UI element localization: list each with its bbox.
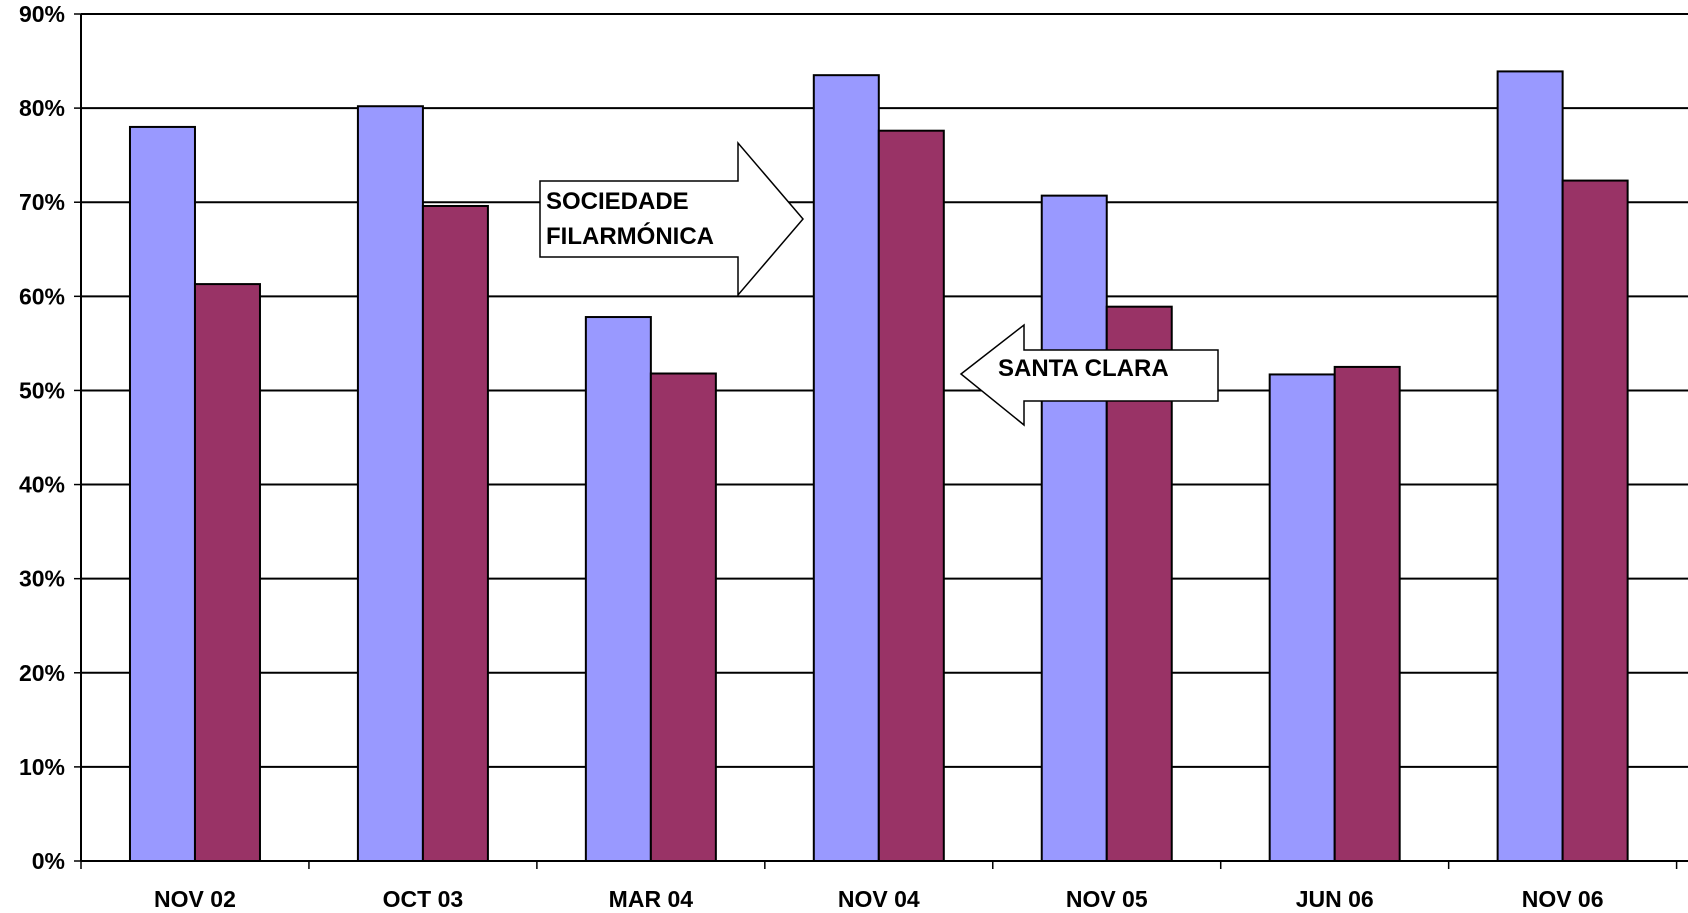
right-arrow-shape [539,140,804,298]
y-tick-label: 90% [19,1,65,27]
x-tick-label: NOV 05 [1066,886,1148,912]
left-arrow-shape [959,323,1219,427]
bar-series-1-oct-03 [356,105,424,863]
bar-series-1-nov-06 [1496,70,1564,862]
y-tick-label: 40% [19,472,65,498]
y-tick-label: 50% [19,377,65,403]
bar-series-2-jun-06 [1333,365,1401,862]
axes [74,13,1688,869]
y-tick-label: 70% [19,189,65,215]
x-tick-label: JUN 06 [1296,886,1374,912]
sociedade-filarmonica-callout: SOCIEDADE FILARMÓNICA [539,140,804,298]
x-tick-label: OCT 03 [383,886,464,912]
bar-series-1-jun-06 [1268,373,1336,862]
callout-label-line2: FILARMÓNICA [546,222,714,250]
y-tick-label: 0% [32,848,65,874]
x-tick-label: NOV 04 [838,886,920,912]
bar-series-1-nov-04 [812,74,880,862]
y-tick-label: 80% [19,95,65,121]
bar-series-2-oct-03 [421,204,489,862]
callout-label-line1: SOCIEDADE [546,188,689,215]
bar-series-2-mar-04 [649,372,717,862]
y-tick-labels: 0% 10% 20% 30% 40% 50% 60% 70% 80% 90% [19,1,65,874]
y-tick-label: 30% [19,566,65,592]
bar-series-1-mar-04 [584,316,652,862]
x-tick-label: MAR 04 [609,886,694,912]
y-tick-label: 20% [19,660,65,686]
x-tick-label: NOV 02 [154,886,236,912]
bar-series-2-nov-06 [1561,179,1629,862]
y-tick-label: 60% [19,283,65,309]
bar-series-2-nov-02 [193,283,261,862]
bar-series-1-nov-02 [128,125,196,862]
y-tick-label: 10% [19,754,65,780]
callout-label: SANTA CLARA [998,355,1169,382]
santa-clara-callout: SANTA CLARA [959,323,1219,427]
bars [128,70,1629,863]
bar-series-2-nov-04 [877,129,945,863]
bar-series-1-nov-05 [1040,194,1108,862]
x-tick-labels: NOV 02 OCT 03 MAR 04 NOV 04 NOV 05 JUN 06 NOV … [154,886,1603,912]
x-tick-label: NOV 06 [1522,886,1604,912]
